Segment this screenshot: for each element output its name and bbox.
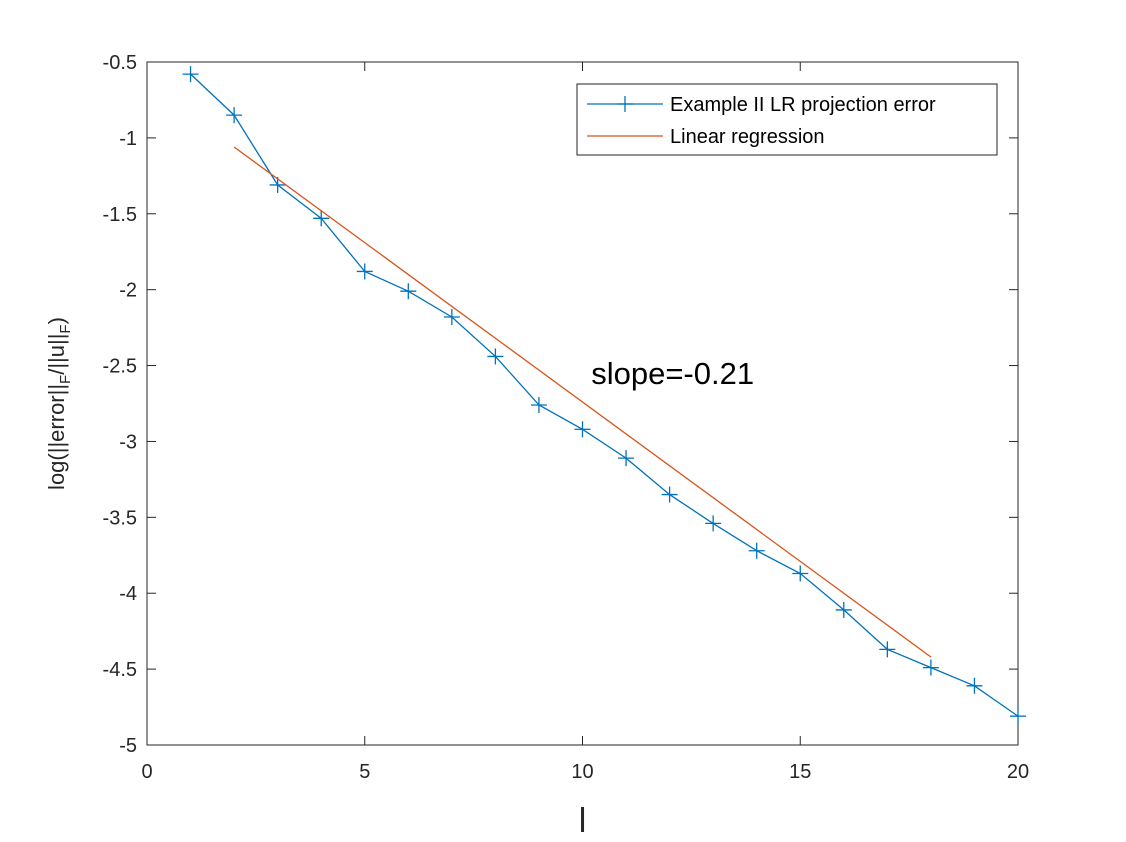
x-tick-label: 20: [1007, 761, 1029, 783]
y-tick-label: -1: [119, 128, 137, 150]
series-line-0: [190, 73, 1019, 717]
data-point: [356, 263, 373, 280]
y-tick-label: -3: [119, 431, 137, 453]
data-point: [530, 397, 547, 414]
data-point: [182, 66, 199, 83]
x-axis-label: l: [579, 802, 587, 840]
y-axis-label-subscript: F: [57, 324, 74, 333]
data-point: [661, 486, 678, 503]
data-point: [443, 308, 460, 325]
data-point: [618, 450, 635, 467]
y-tick-label: -1.5: [103, 204, 137, 226]
y-axis-label-subscript: F: [57, 375, 74, 384]
slope-annotation: slope=-0.21: [591, 356, 754, 391]
plot-area: 0 5 10 15 20 -5 -4.5 -4 -3.5 -3 -2.5 -2 -1.5 -1 -0.5 l l…: [44, 52, 1029, 840]
data-point: [922, 659, 939, 676]
data-point: [792, 565, 809, 582]
legend-label: Example II LR projection error: [670, 94, 936, 116]
y-tick-label: -4: [119, 583, 137, 605]
data-point: [400, 283, 417, 300]
legend-label: Linear regression: [670, 126, 825, 148]
data-point: [879, 641, 896, 658]
data-point: [748, 542, 765, 559]
series-line-1: [233, 146, 932, 658]
data-point: [313, 210, 330, 227]
y-tick-label: -4.5: [103, 659, 137, 681]
y-tick-label: -3.5: [103, 507, 137, 529]
y-axis-label-part: log(||error||: [44, 384, 69, 490]
axes-box: [146, 61, 1019, 746]
x-tick-label: 15: [789, 761, 811, 783]
y-tick-label: -2: [119, 280, 137, 302]
data-point: [835, 601, 852, 618]
legend-item: Example II LR projection error: [587, 94, 936, 116]
data-point: [966, 677, 983, 694]
x-tick-label: 0: [141, 761, 152, 783]
y-tick-label: -5: [119, 735, 137, 757]
y-axis-label: log(||error||F/||u||F): [44, 317, 74, 490]
legend: Example II LR projection error Linear reg…: [576, 83, 998, 156]
y-axis-label-part: /||u||: [44, 334, 69, 375]
data-point: [226, 107, 243, 124]
x-tick-label: 10: [571, 761, 593, 783]
legend-item: Linear regression: [587, 126, 825, 148]
y-tick-label: -2.5: [103, 356, 137, 378]
x-tick-label: 5: [359, 761, 370, 783]
y-axis-label-part: ): [44, 317, 69, 324]
legend-box: [576, 83, 998, 156]
data-point: [1010, 708, 1026, 725]
data-point: [705, 515, 722, 532]
data-point: [574, 421, 591, 438]
y-tick-label: -0.5: [103, 52, 137, 74]
data-point: [487, 348, 504, 365]
